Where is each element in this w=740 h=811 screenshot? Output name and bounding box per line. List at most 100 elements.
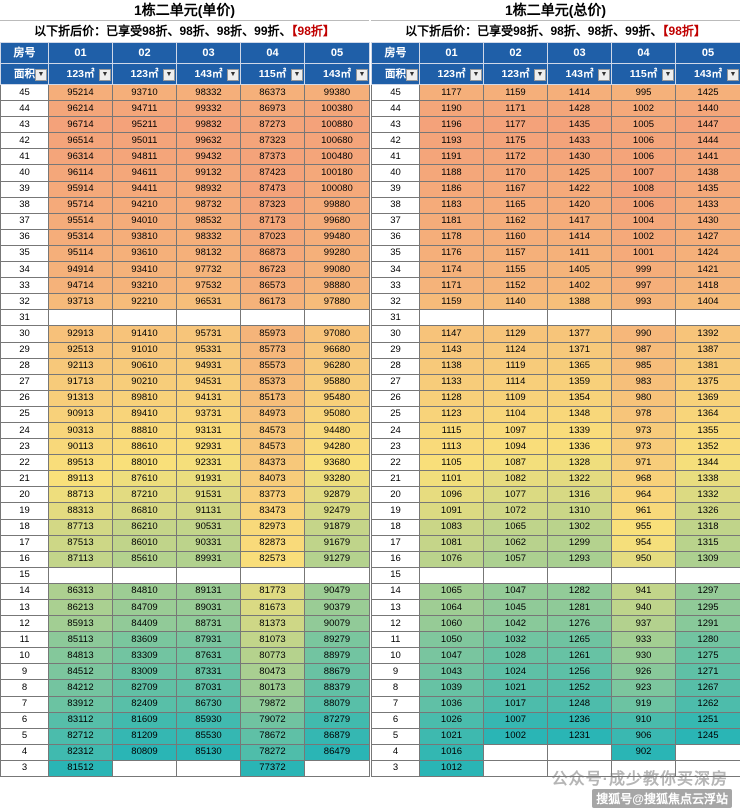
price-cell: 1002	[483, 727, 548, 745]
price-cell: 1302	[547, 518, 612, 536]
price-cell: 1418	[675, 277, 740, 295]
price-cell: 93810	[112, 228, 177, 246]
price-cell: 95314	[48, 228, 113, 246]
table-row: 19 1091 1072 1310 961 1326	[371, 502, 740, 520]
floor-cell: 15	[371, 566, 420, 584]
table-row: 12 85913 84409 88731 81373 90079	[0, 615, 370, 633]
price-cell: 89031	[176, 598, 241, 617]
price-cell: 1344	[675, 454, 740, 472]
filter-dropdown-icon[interactable]: ▼	[356, 69, 368, 81]
price-cell: 88010	[112, 454, 177, 472]
price-cell: 86879	[304, 727, 370, 745]
price-cell: 88679	[304, 663, 370, 681]
price-cell: 91679	[304, 534, 370, 552]
filter-dropdown-icon[interactable]: ▼	[163, 69, 175, 81]
price-cell: 1129	[483, 325, 548, 343]
floor-cell: 31	[0, 309, 49, 327]
price-cell: 1248	[547, 695, 612, 713]
price-cell: 1087	[483, 454, 548, 472]
filter-dropdown-icon[interactable]: ▼	[99, 69, 111, 81]
price-cell: 87473	[240, 180, 305, 198]
filter-dropdown-icon[interactable]: ▼	[662, 69, 674, 81]
price-cell	[112, 309, 177, 327]
floor-cell: 27	[371, 373, 420, 391]
area-filter-cell[interactable]: 123㎡ ▼	[483, 63, 548, 85]
price-cell: 89410	[112, 405, 177, 423]
price-cell: 94131	[176, 389, 241, 407]
floor-cell: 10	[0, 647, 49, 665]
area-filter-cell[interactable]: 123㎡ ▼	[48, 63, 113, 85]
table-row: 32 93713 92210 96531 86173 97880	[0, 293, 370, 311]
area-filter-cell[interactable]: 143㎡ ▼	[176, 63, 241, 85]
price-cell: 933	[611, 631, 676, 649]
price-cell: 1047	[483, 582, 548, 601]
area-filter-cell[interactable]: 143㎡ ▼	[675, 63, 740, 85]
price-cell: 1002	[611, 228, 676, 246]
price-cell: 86573	[240, 277, 305, 295]
price-cell: 1115	[419, 421, 484, 440]
price-cell: 81209	[112, 727, 177, 745]
price-cell: 1043	[419, 663, 484, 681]
filter-dropdown-icon[interactable]: ▼	[534, 69, 546, 81]
floor-cell: 25	[371, 405, 420, 423]
area-label[interactable]: 面积 ▼	[371, 63, 420, 85]
price-cell: 1433	[547, 132, 612, 150]
price-cell: 99632	[176, 132, 241, 150]
table-row: 30 1147 1129 1377 990 1392	[371, 325, 740, 343]
filter-dropdown-icon[interactable]: ▼	[227, 69, 239, 81]
price-cell	[419, 309, 484, 327]
price-cell: 87210	[112, 486, 177, 504]
price-cell: 94480	[304, 421, 370, 440]
price-cell: 1251	[675, 711, 740, 729]
price-cell: 90379	[304, 598, 370, 617]
left-title: 1栋二单元(单价)	[0, 0, 369, 21]
table-row: 13 86213 84709 89031 81673 90379	[0, 598, 370, 617]
filter-dropdown-icon[interactable]: ▼	[470, 69, 482, 81]
price-cell: 980	[611, 389, 676, 407]
price-cell: 1435	[547, 116, 612, 134]
area-filter-cell[interactable]: 115㎡ ▼	[240, 63, 305, 85]
price-cell: 87113	[48, 550, 113, 568]
floor-cell: 39	[371, 180, 420, 198]
area-filter-cell[interactable]: 115㎡ ▼	[611, 63, 676, 85]
price-cell: 1171	[419, 277, 484, 295]
floor-cell: 32	[0, 293, 49, 311]
floor-cell: 23	[0, 438, 49, 456]
price-cell: 1438	[675, 164, 740, 182]
area-filter-cell[interactable]: 123㎡ ▼	[112, 63, 177, 85]
price-cell: 1021	[483, 679, 548, 697]
price-cell	[419, 566, 484, 584]
price-cell	[176, 759, 241, 778]
area-filter-cell[interactable]: 143㎡ ▼	[304, 63, 370, 85]
price-cell: 84373	[240, 454, 305, 472]
price-cell: 94811	[112, 148, 177, 166]
price-cell: 94711	[112, 100, 177, 118]
price-cell: 87513	[48, 534, 113, 552]
price-cell: 1006	[611, 196, 676, 214]
table-row: 17 87513 86010 90331 82873 91679	[0, 534, 370, 552]
filter-dropdown-icon[interactable]: ▼	[598, 69, 610, 81]
area-text: 143㎡	[565, 68, 594, 80]
floor-cell: 39	[0, 180, 49, 198]
price-cell: 88713	[48, 486, 113, 504]
price-cell: 971	[611, 454, 676, 472]
floor-cell: 33	[371, 277, 420, 295]
filter-dropdown-icon[interactable]: ▼	[291, 69, 303, 81]
price-cell	[112, 759, 177, 778]
price-cell: 97080	[304, 325, 370, 343]
price-cell: 1005	[611, 116, 676, 134]
price-cell	[547, 743, 612, 761]
price-cell: 100880	[304, 116, 370, 134]
price-cell: 91131	[176, 502, 241, 520]
filter-dropdown-icon[interactable]: ▼	[406, 69, 418, 81]
price-cell: 86973	[240, 100, 305, 118]
price-cell	[547, 309, 612, 327]
area-filter-cell[interactable]: 143㎡ ▼	[547, 63, 612, 85]
area-label[interactable]: 面积 ▼	[0, 63, 49, 85]
table-row: 15	[0, 566, 370, 584]
area-filter-cell[interactable]: 123㎡ ▼	[419, 63, 484, 85]
filter-dropdown-icon[interactable]: ▼	[35, 69, 47, 81]
table-row: 11 1050 1032 1265 933 1280	[371, 631, 740, 649]
filter-dropdown-icon[interactable]: ▼	[727, 69, 739, 81]
price-cell: 93680	[304, 454, 370, 472]
